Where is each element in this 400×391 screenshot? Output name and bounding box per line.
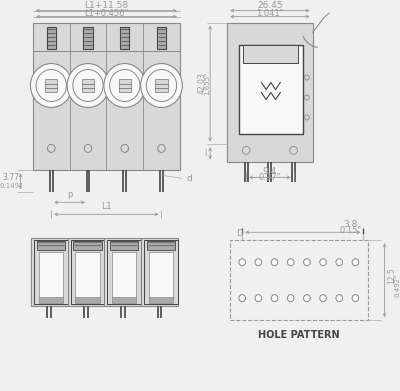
Circle shape bbox=[255, 295, 262, 301]
Circle shape bbox=[84, 144, 92, 152]
Circle shape bbox=[110, 70, 140, 102]
Text: 1.655": 1.655" bbox=[204, 72, 210, 95]
Circle shape bbox=[288, 259, 294, 266]
Circle shape bbox=[121, 144, 128, 152]
Circle shape bbox=[255, 259, 262, 266]
Bar bbox=[82, 79, 94, 92]
Text: 0.492": 0.492" bbox=[395, 274, 400, 297]
Circle shape bbox=[304, 115, 309, 120]
Bar bbox=[31, 238, 178, 306]
Circle shape bbox=[304, 259, 310, 266]
Text: HOLE PATTERN: HOLE PATTERN bbox=[258, 330, 340, 340]
Circle shape bbox=[242, 146, 250, 154]
Circle shape bbox=[304, 295, 310, 301]
Circle shape bbox=[336, 295, 342, 301]
Bar bbox=[118, 79, 131, 92]
Circle shape bbox=[141, 64, 182, 108]
Circle shape bbox=[304, 95, 309, 100]
Text: 0.149": 0.149" bbox=[0, 183, 23, 189]
Bar bbox=[34, 240, 68, 304]
Circle shape bbox=[48, 144, 55, 152]
Bar bbox=[110, 241, 138, 250]
Circle shape bbox=[73, 70, 103, 102]
Text: L1+0.456": L1+0.456" bbox=[84, 9, 128, 18]
Text: 1.041": 1.041" bbox=[256, 9, 284, 18]
Text: 0.37": 0.37" bbox=[259, 173, 281, 182]
Bar bbox=[37, 241, 65, 250]
Bar bbox=[120, 27, 130, 48]
Circle shape bbox=[146, 70, 177, 102]
Bar bbox=[75, 252, 100, 298]
Bar bbox=[227, 23, 312, 162]
Circle shape bbox=[271, 295, 278, 301]
Text: 26.45: 26.45 bbox=[257, 1, 283, 10]
Bar bbox=[239, 45, 303, 135]
Bar bbox=[70, 240, 104, 304]
Circle shape bbox=[239, 259, 246, 266]
Text: L1+11.58: L1+11.58 bbox=[84, 1, 128, 10]
Bar bbox=[38, 252, 63, 298]
Text: l: l bbox=[204, 149, 206, 158]
Bar bbox=[243, 45, 298, 63]
Circle shape bbox=[271, 259, 278, 266]
Text: 12.5: 12.5 bbox=[388, 267, 397, 283]
Bar bbox=[155, 79, 168, 92]
Circle shape bbox=[352, 259, 359, 266]
Circle shape bbox=[352, 295, 359, 301]
Circle shape bbox=[30, 64, 72, 108]
Circle shape bbox=[239, 295, 246, 301]
Bar bbox=[46, 27, 56, 48]
Circle shape bbox=[290, 146, 297, 154]
Text: d: d bbox=[186, 174, 192, 183]
Text: 3.8: 3.8 bbox=[343, 220, 358, 229]
Text: P: P bbox=[67, 192, 72, 201]
Bar bbox=[38, 297, 63, 303]
Bar bbox=[230, 240, 368, 320]
Circle shape bbox=[288, 295, 294, 301]
Circle shape bbox=[158, 144, 165, 152]
Bar bbox=[147, 241, 175, 250]
Bar bbox=[107, 240, 141, 304]
Bar bbox=[75, 297, 100, 303]
Text: 9.4: 9.4 bbox=[263, 167, 277, 176]
Bar bbox=[112, 252, 136, 298]
Text: 3.77: 3.77 bbox=[3, 173, 20, 182]
Text: 42.03: 42.03 bbox=[198, 73, 207, 94]
Bar bbox=[83, 27, 93, 48]
Circle shape bbox=[320, 259, 326, 266]
Circle shape bbox=[104, 64, 146, 108]
Bar bbox=[149, 252, 173, 298]
Bar bbox=[149, 297, 173, 303]
Text: 0.15": 0.15" bbox=[340, 226, 362, 235]
Bar bbox=[157, 27, 166, 48]
Circle shape bbox=[336, 259, 342, 266]
Text: D: D bbox=[236, 229, 243, 238]
Bar bbox=[33, 23, 180, 170]
Bar bbox=[112, 297, 136, 303]
Bar bbox=[45, 79, 58, 92]
Bar bbox=[144, 240, 178, 304]
Circle shape bbox=[67, 64, 109, 108]
Text: L1: L1 bbox=[101, 202, 112, 211]
Bar bbox=[74, 241, 102, 250]
Circle shape bbox=[320, 295, 326, 301]
Circle shape bbox=[36, 70, 66, 102]
Circle shape bbox=[304, 75, 309, 80]
